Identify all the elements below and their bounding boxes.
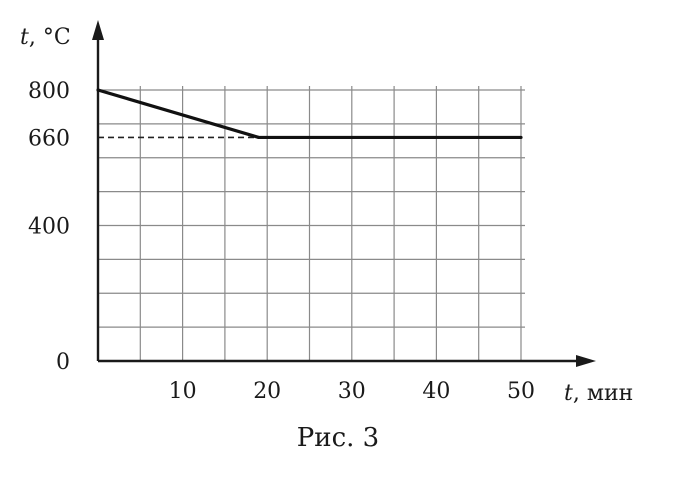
- y-axis-arrow-icon: [92, 20, 104, 40]
- axes: 10 20 30 40 50 0 400 660 800: [28, 20, 596, 404]
- y-tick-label: 660: [28, 126, 70, 151]
- series: [96, 88, 523, 140]
- data-point: [257, 135, 261, 140]
- x-tick-label: 20: [253, 379, 281, 404]
- y-axis-symbol: t: [20, 25, 29, 50]
- grid: [98, 86, 525, 361]
- x-axis-label: t, мин: [564, 381, 633, 406]
- y-axis-unit: , °C: [29, 25, 71, 50]
- labels: t, °C t, мин Рис. 3: [20, 25, 633, 453]
- x-tick-label: 10: [169, 379, 197, 404]
- x-axis-symbol: t: [564, 381, 573, 406]
- figure-caption: Рис. 3: [297, 423, 379, 453]
- y-axis-label: t, °C: [20, 25, 71, 50]
- x-axis-arrow-icon: [576, 355, 596, 367]
- y-tick-label: 400: [28, 215, 70, 240]
- x-tick-label: 30: [338, 379, 366, 404]
- data-point: [96, 88, 100, 92]
- y-tick-label: 800: [28, 79, 70, 104]
- x-axis-unit: , мин: [573, 381, 633, 406]
- x-tick-label: 40: [422, 379, 450, 404]
- data-point: [519, 135, 523, 140]
- x-tick-label: 50: [507, 379, 535, 404]
- y-tick-label: 0: [56, 350, 70, 375]
